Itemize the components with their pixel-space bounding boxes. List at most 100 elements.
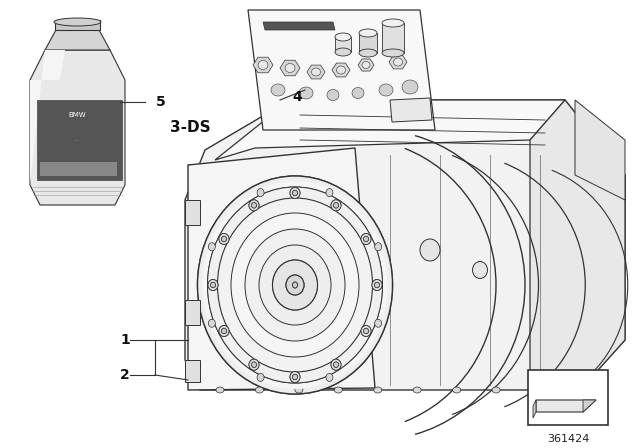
Ellipse shape: [359, 29, 377, 37]
Ellipse shape: [258, 60, 268, 69]
Text: ...: ...: [75, 137, 80, 142]
Ellipse shape: [252, 362, 257, 367]
Ellipse shape: [364, 236, 369, 242]
Ellipse shape: [420, 239, 440, 261]
Ellipse shape: [472, 262, 488, 279]
Ellipse shape: [221, 236, 227, 242]
Text: BMW: BMW: [68, 112, 86, 118]
Ellipse shape: [290, 371, 300, 383]
Ellipse shape: [198, 176, 392, 394]
Bar: [528, 370, 608, 425]
Ellipse shape: [245, 229, 345, 341]
Ellipse shape: [54, 18, 101, 26]
Ellipse shape: [207, 187, 383, 383]
Ellipse shape: [335, 33, 351, 41]
Ellipse shape: [211, 282, 216, 288]
Polygon shape: [253, 57, 273, 73]
Polygon shape: [536, 400, 596, 412]
Ellipse shape: [245, 229, 345, 341]
Ellipse shape: [209, 319, 215, 327]
Ellipse shape: [532, 387, 540, 393]
Ellipse shape: [249, 359, 259, 370]
Polygon shape: [382, 23, 404, 53]
Ellipse shape: [394, 58, 403, 66]
Ellipse shape: [379, 84, 393, 96]
Ellipse shape: [221, 236, 227, 242]
Ellipse shape: [219, 233, 229, 245]
Ellipse shape: [290, 371, 300, 383]
Ellipse shape: [273, 260, 317, 310]
Polygon shape: [533, 400, 536, 418]
Ellipse shape: [285, 64, 295, 73]
Ellipse shape: [331, 359, 341, 370]
Ellipse shape: [290, 188, 300, 198]
Ellipse shape: [364, 236, 369, 242]
Ellipse shape: [326, 189, 333, 197]
Ellipse shape: [207, 187, 383, 383]
Polygon shape: [575, 100, 625, 200]
Polygon shape: [185, 100, 625, 390]
Polygon shape: [30, 50, 65, 205]
Polygon shape: [185, 200, 200, 225]
Ellipse shape: [299, 87, 313, 99]
Text: 2: 2: [120, 368, 130, 382]
Ellipse shape: [231, 213, 359, 357]
Polygon shape: [248, 10, 435, 130]
Ellipse shape: [382, 19, 404, 27]
Ellipse shape: [292, 374, 298, 380]
Ellipse shape: [372, 280, 382, 290]
Ellipse shape: [333, 202, 339, 208]
Ellipse shape: [331, 200, 341, 211]
Polygon shape: [280, 60, 300, 76]
Polygon shape: [215, 100, 565, 160]
Polygon shape: [263, 22, 335, 30]
Ellipse shape: [221, 328, 227, 334]
Ellipse shape: [361, 326, 371, 336]
Ellipse shape: [252, 202, 257, 208]
Ellipse shape: [327, 90, 339, 100]
Ellipse shape: [221, 328, 227, 334]
Ellipse shape: [257, 373, 264, 381]
Polygon shape: [45, 28, 110, 50]
Ellipse shape: [219, 326, 229, 336]
Ellipse shape: [219, 233, 229, 245]
Polygon shape: [389, 55, 407, 69]
Ellipse shape: [219, 326, 229, 336]
Ellipse shape: [249, 359, 259, 370]
Ellipse shape: [273, 260, 317, 310]
Polygon shape: [358, 59, 374, 71]
Ellipse shape: [364, 328, 369, 334]
Ellipse shape: [295, 387, 303, 393]
Ellipse shape: [292, 282, 298, 288]
Text: 3-DS: 3-DS: [170, 120, 211, 134]
Polygon shape: [390, 98, 432, 122]
Ellipse shape: [292, 190, 298, 196]
Ellipse shape: [209, 243, 215, 251]
Text: 361424: 361424: [547, 434, 589, 444]
Polygon shape: [335, 37, 351, 52]
Ellipse shape: [452, 387, 461, 393]
Text: 5: 5: [156, 95, 166, 109]
Ellipse shape: [362, 61, 370, 69]
Ellipse shape: [252, 202, 257, 208]
Ellipse shape: [292, 282, 298, 288]
Ellipse shape: [202, 181, 387, 389]
Polygon shape: [332, 63, 350, 77]
Ellipse shape: [271, 84, 285, 96]
Ellipse shape: [331, 359, 341, 370]
Bar: [40, 162, 117, 176]
Text: 1: 1: [120, 333, 130, 347]
Ellipse shape: [361, 233, 371, 245]
Polygon shape: [185, 360, 200, 382]
Ellipse shape: [335, 48, 351, 56]
Ellipse shape: [252, 362, 257, 367]
Polygon shape: [530, 100, 625, 390]
Text: 4: 4: [292, 90, 301, 104]
Ellipse shape: [312, 68, 321, 76]
Ellipse shape: [372, 280, 382, 290]
Ellipse shape: [331, 200, 341, 211]
Ellipse shape: [259, 245, 331, 325]
Ellipse shape: [374, 282, 380, 288]
Ellipse shape: [361, 233, 371, 245]
Ellipse shape: [292, 190, 298, 196]
